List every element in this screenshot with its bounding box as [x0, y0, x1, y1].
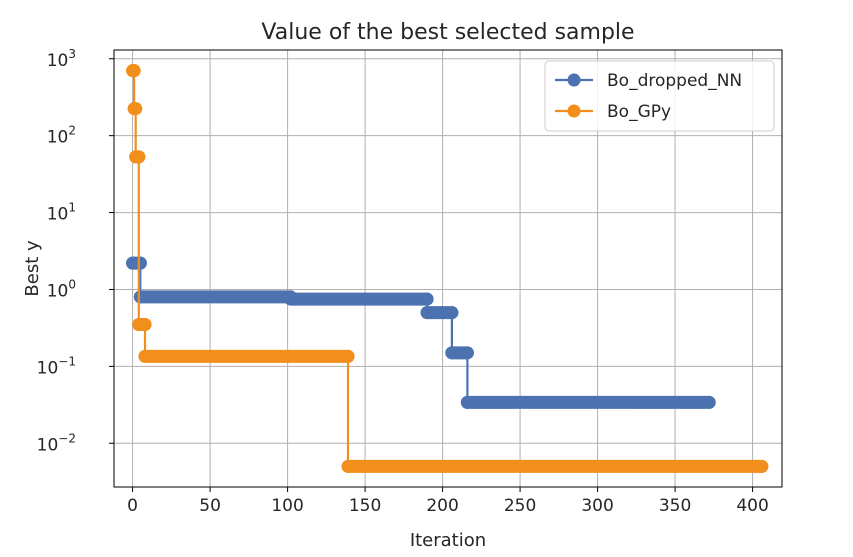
x-tick-label: 100	[271, 496, 303, 516]
data-point	[284, 292, 298, 306]
x-tick-label: 50	[199, 496, 221, 516]
data-point	[138, 318, 152, 332]
x-tick-label: 300	[581, 496, 613, 516]
y-tick-label: 10−2	[37, 431, 76, 455]
x-tick-label: 150	[349, 496, 381, 516]
y-tick-label: 100	[47, 277, 76, 301]
data-point	[341, 459, 355, 473]
series-layer	[126, 64, 769, 473]
x-tick-label: 250	[504, 496, 536, 516]
x-tick-label: 200	[426, 496, 458, 516]
data-point	[132, 150, 146, 164]
data-point	[460, 395, 474, 409]
legend-label: Bo_dropped_NN	[607, 71, 742, 91]
legend-marker	[567, 104, 581, 118]
ticks: 0 50 100 150 200 250 300 350 40010−210−110010110…	[37, 47, 769, 516]
data-point	[129, 102, 143, 116]
data-point	[138, 349, 152, 363]
y-tick-label: 10−1	[37, 354, 76, 378]
legend: Bo_dropped_NN Bo_GPy	[544, 60, 775, 132]
data-point	[127, 64, 141, 78]
data-point	[445, 306, 459, 320]
data-point	[133, 256, 147, 270]
x-axis-label: Iteration	[410, 530, 486, 551]
data-point	[702, 395, 716, 409]
data-point	[133, 290, 147, 304]
x-tick-label: 0	[127, 496, 138, 516]
plot-frame	[113, 49, 783, 488]
y-axis-label: Best y	[22, 240, 43, 297]
data-point	[460, 346, 474, 360]
data-point	[420, 306, 434, 320]
legend-label: Bo_GPy	[607, 102, 671, 122]
data-point	[420, 292, 434, 306]
legend-marker	[567, 73, 581, 87]
x-tick-label: 350	[659, 496, 691, 516]
data-point	[755, 459, 769, 473]
data-point	[445, 346, 459, 360]
legend-box	[544, 60, 775, 132]
y-tick-label: 101	[47, 201, 76, 225]
chart-title: Value of the best selected sample	[261, 20, 634, 45]
x-tick-label: 400	[736, 496, 768, 516]
data-point	[341, 349, 355, 363]
